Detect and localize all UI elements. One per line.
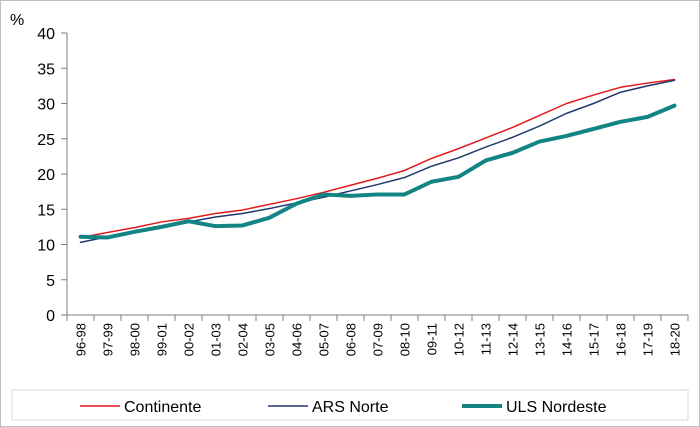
x-tick-label: 08-10: [398, 323, 413, 356]
x-tick-label: 06-08: [344, 323, 359, 356]
x-tick-label: 11-13: [479, 323, 494, 355]
y-axis-label: %: [10, 12, 24, 29]
x-tick-label: 16-18: [614, 323, 629, 356]
legend-label: ULS Nordeste: [506, 399, 607, 416]
y-tick-label: 20: [37, 167, 55, 184]
legend: Continente ARS Norte ULS Nordeste: [80, 399, 607, 416]
x-tick-label: 05-07: [317, 323, 332, 356]
x-tick-label: 02-04: [236, 323, 251, 356]
x-tick-label: 18-20: [668, 323, 683, 356]
legend-label: Continente: [124, 399, 201, 416]
y-axis: 0 5 10 15 20 25 30 35 40: [37, 26, 68, 325]
y-tick-label: 35: [37, 61, 55, 78]
y-tick-label: 15: [37, 202, 55, 219]
series-lines: [78, 78, 677, 244]
series-line-1: [79, 79, 676, 244]
x-tick-label: 07-09: [371, 323, 386, 356]
y-tick-label: 25: [37, 132, 55, 149]
x-tick-label: 14-16: [560, 323, 575, 356]
x-tick-label: 13-15: [533, 323, 548, 356]
x-tick-label: 01-03: [209, 323, 224, 356]
x-axis: 96-98 97-99 98-00 99-01 00-02 01-03 02-04 03-05…: [66, 314, 689, 356]
x-tick-label: 17-19: [641, 323, 656, 356]
series-line-0: [79, 78, 676, 239]
y-tick-label: 5: [46, 273, 55, 290]
x-tick-label: 03-05: [263, 323, 278, 356]
x-tick-label: 98-00: [128, 323, 143, 356]
y-tick-label: 10: [37, 238, 55, 255]
y-tick-label: 30: [37, 97, 55, 114]
x-tick-label: 12-14: [506, 323, 521, 356]
x-tick-label: 96-98: [74, 323, 89, 356]
x-tick-label: 09-11: [425, 323, 440, 355]
x-tick-label: 97-99: [101, 323, 116, 356]
series-line-2: [78, 103, 677, 240]
legend-label: ARS Norte: [312, 399, 389, 416]
x-tick-label: 00-02: [182, 323, 197, 356]
y-tick-label: 40: [37, 26, 55, 43]
x-tick-label: 15-17: [587, 323, 602, 356]
x-tick-label: 04-06: [290, 323, 305, 356]
y-tick-label: 0: [46, 308, 55, 325]
x-tick-label: 99-01: [155, 323, 170, 356]
legend-box: [11, 389, 689, 421]
x-tick-label: 10-12: [452, 323, 467, 356]
